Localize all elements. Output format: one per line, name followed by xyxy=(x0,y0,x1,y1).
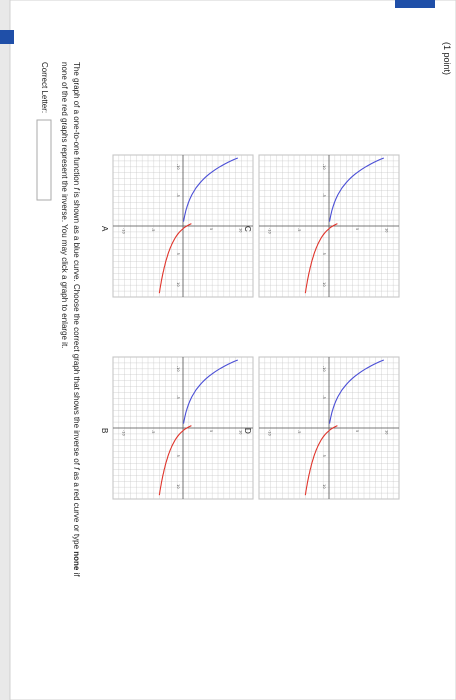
tick-label: 10 xyxy=(322,282,326,286)
tick-label: 10 xyxy=(176,282,180,286)
answer-input[interactable] xyxy=(36,119,52,201)
tick-label: 5 xyxy=(209,228,213,230)
tick-label: -10 xyxy=(122,228,126,234)
tick-label: -10 xyxy=(268,228,272,234)
tick-label: 10 xyxy=(322,484,326,488)
accent-bar xyxy=(395,0,435,8)
graph-c[interactable]: -10 -5 5 10 10 5 -5 -10 C xyxy=(243,154,400,298)
blue-curve xyxy=(328,157,385,222)
tick-label: -10 xyxy=(322,366,326,372)
tick-label: 10 xyxy=(176,484,180,488)
tick-label: 5 xyxy=(176,455,180,457)
tick-label: 10 xyxy=(384,228,388,232)
tick-label: -5 xyxy=(151,430,155,434)
tick-label: -10 xyxy=(176,366,180,372)
graph-b[interactable]: -10 -5 5 10 10 5 -5 -10 B xyxy=(100,356,254,500)
tick-label: -5 xyxy=(297,430,301,434)
tick-label: 5 xyxy=(355,430,359,432)
tick-label: 5 xyxy=(355,228,359,230)
red-curve xyxy=(158,425,192,496)
blue-curve xyxy=(328,359,385,424)
tick-label: -10 xyxy=(322,164,326,170)
graph-letter: C xyxy=(243,226,252,232)
blue-curve xyxy=(182,157,239,222)
red-curve xyxy=(304,223,338,294)
graph-a[interactable]: -10 -5 5 10 10 5 -5 -10 A xyxy=(100,154,254,298)
tick-label: -5 xyxy=(297,228,301,232)
blue-curve xyxy=(182,359,239,424)
question-line-1: The graph of a one-to-one function f is … xyxy=(72,62,81,577)
tick-label: 5 xyxy=(322,455,326,457)
tick-label: -5 xyxy=(176,193,180,197)
tick-label: -5 xyxy=(151,228,155,232)
tick-label: 5 xyxy=(322,253,326,255)
tick-label: -10 xyxy=(268,430,272,436)
graph-letter: A xyxy=(100,226,109,232)
tick-label: -5 xyxy=(176,395,180,399)
tick-label: 5 xyxy=(209,430,213,432)
tick-label: -5 xyxy=(322,193,326,197)
rotated-content: (1 point) The graph of a one-to-one func… xyxy=(36,42,452,577)
answer-label: Correct Letter: xyxy=(40,62,49,113)
tick-label: 5 xyxy=(176,253,180,255)
accent-marker xyxy=(0,30,14,44)
graph-letter: D xyxy=(243,428,252,434)
graph-d[interactable]: -10 -5 5 10 10 5 -5 -10 D xyxy=(243,356,400,500)
tick-label: 10 xyxy=(238,228,242,232)
question-line-2: none of the red graphs represent the inv… xyxy=(60,62,69,348)
tick-label: -10 xyxy=(176,164,180,170)
tick-label: -5 xyxy=(322,395,326,399)
red-curve xyxy=(304,425,338,496)
tick-label: -10 xyxy=(122,430,126,436)
tick-label: 10 xyxy=(238,430,242,434)
tick-label: 10 xyxy=(384,430,388,434)
points-label: (1 point) xyxy=(442,42,452,75)
red-curve xyxy=(158,223,192,294)
graph-letter: B xyxy=(100,428,109,433)
graphs-area: -10 -5 5 10 10 5 -5 -10 A -10 -5 5 10 10 5 -5 -10 B -10 -5 5… xyxy=(100,154,400,500)
problem-card xyxy=(9,0,456,700)
